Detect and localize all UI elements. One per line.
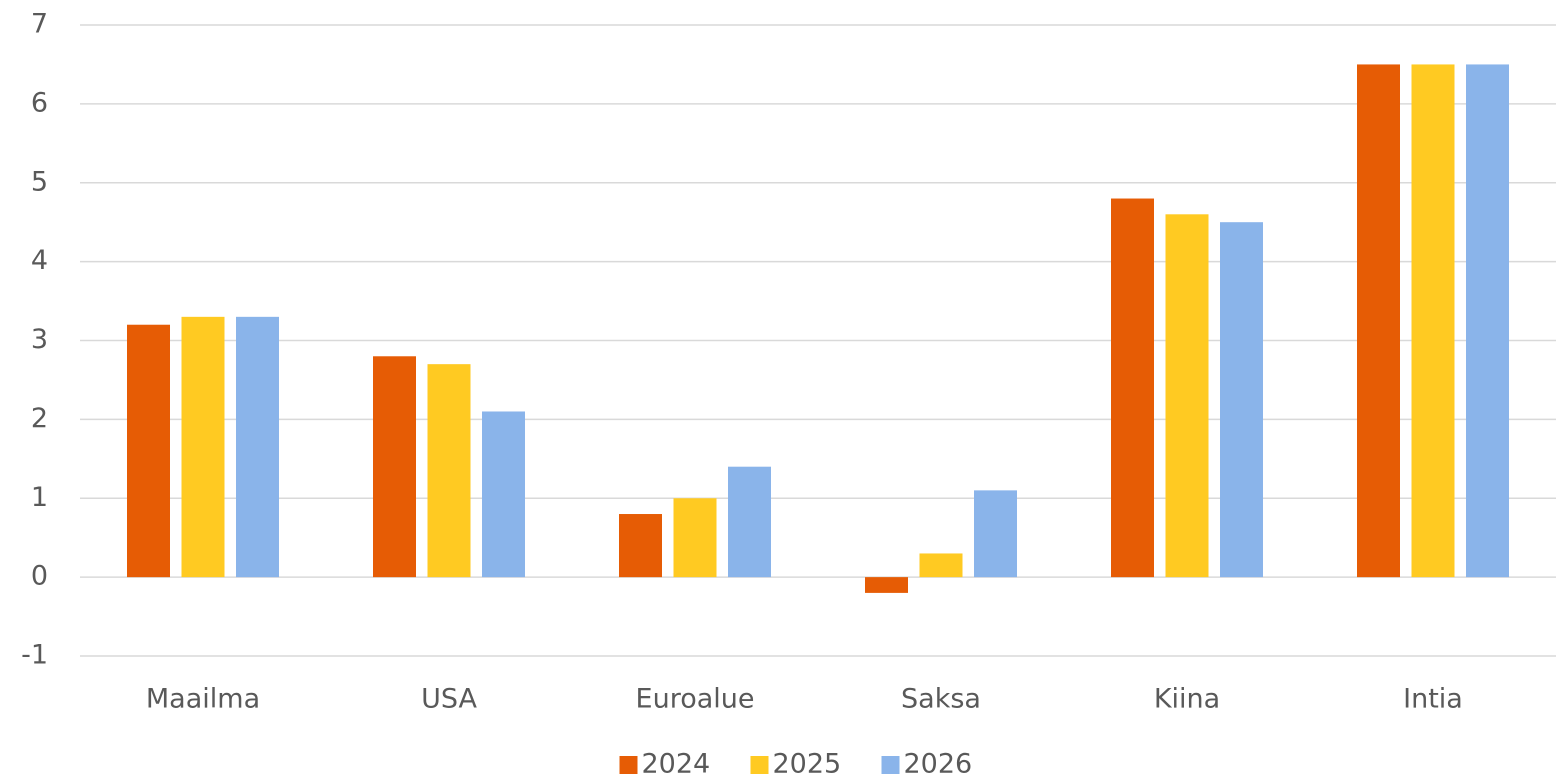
bar — [1466, 64, 1509, 578]
x-tick-label: Maailma — [146, 684, 260, 715]
bar — [236, 316, 279, 578]
bar — [673, 498, 717, 578]
x-tick-label: Saksa — [901, 684, 981, 715]
y-tick-label: 1 — [31, 482, 48, 513]
y-tick-label: 7 — [31, 9, 48, 40]
legend-swatch — [619, 756, 638, 774]
y-tick-label: 4 — [31, 245, 48, 276]
y-tick-label: 3 — [31, 324, 48, 355]
legend-swatch — [750, 756, 769, 774]
y-tick-label: 5 — [31, 166, 48, 197]
bar — [482, 411, 525, 578]
bar — [728, 466, 771, 578]
bar — [1165, 214, 1209, 578]
bar — [974, 490, 1017, 578]
y-tick-label: 2 — [31, 403, 48, 434]
x-tick-label: Kiina — [1154, 684, 1220, 715]
y-tick-label: 0 — [31, 561, 48, 592]
y-tick-label: 6 — [31, 87, 48, 118]
x-tick-label: USA — [421, 684, 477, 715]
legend-swatch — [881, 756, 900, 774]
bar — [619, 514, 662, 578]
y-tick-label: -1 — [21, 640, 48, 671]
bar — [127, 324, 170, 578]
bar — [919, 553, 963, 578]
bar — [1220, 222, 1263, 578]
bar — [1111, 198, 1154, 578]
legend-label: 2024 — [642, 749, 711, 779]
x-tick-label: Intia — [1403, 684, 1463, 715]
bar — [181, 316, 225, 578]
x-tick-label: Euroalue — [636, 684, 755, 715]
bar — [865, 577, 908, 593]
bar — [1357, 64, 1400, 578]
bar — [427, 364, 471, 578]
legend-label: 2025 — [773, 749, 842, 779]
bar — [373, 356, 416, 578]
legend-label: 2026 — [904, 749, 973, 779]
bar — [1411, 64, 1455, 578]
